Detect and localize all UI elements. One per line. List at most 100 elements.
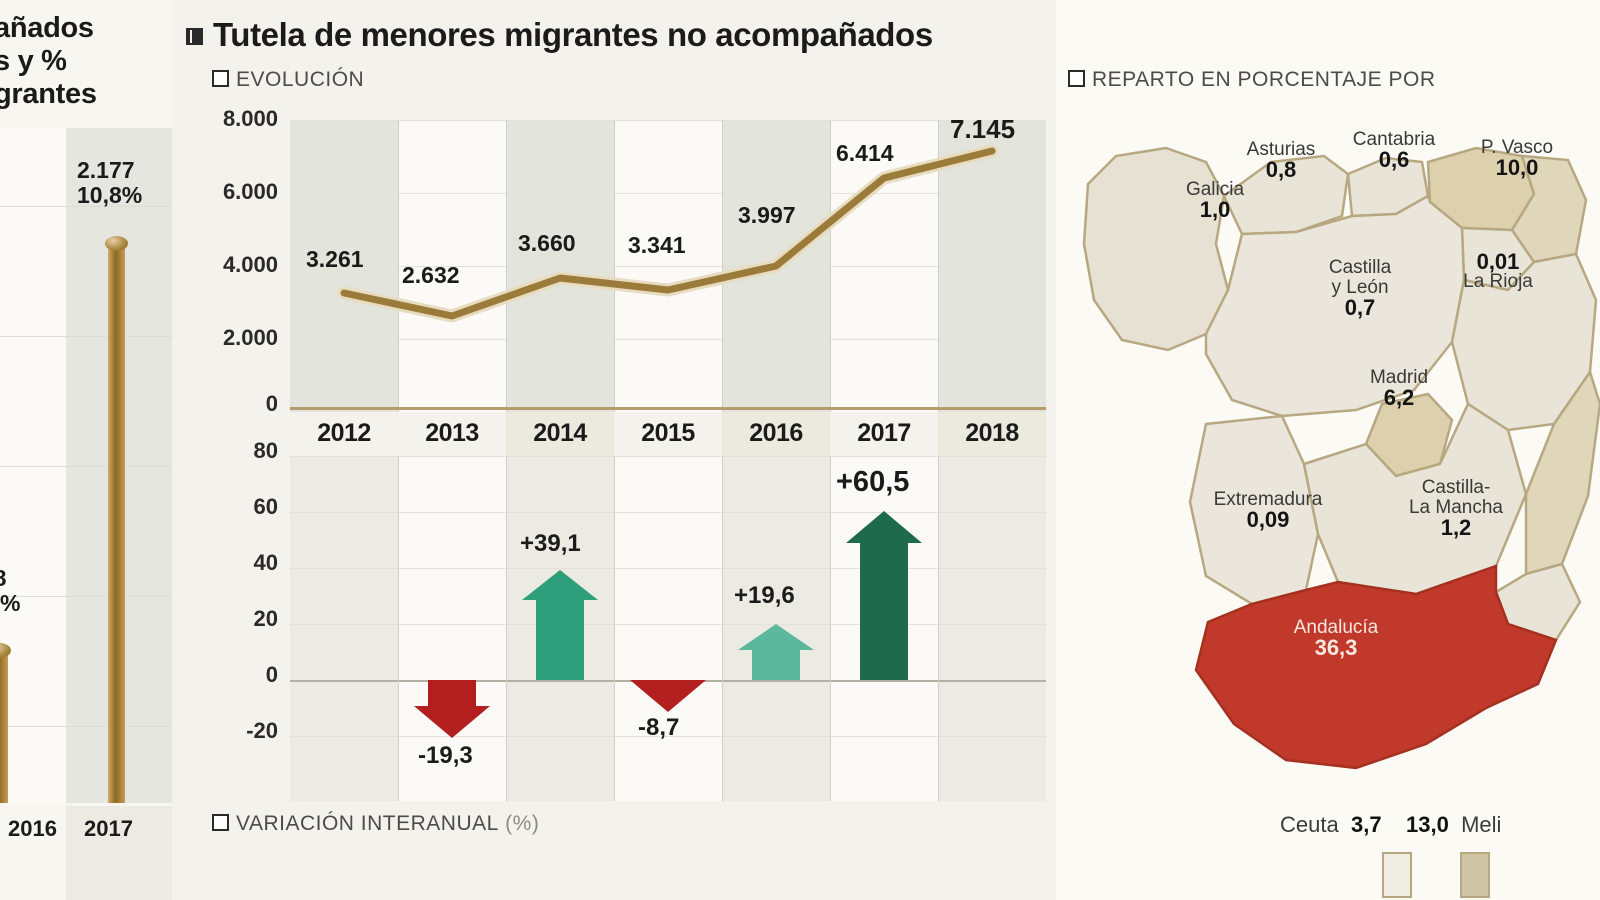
map-label-castilla-la-mancha: Castilla- La Mancha 1,2 xyxy=(1376,477,1536,540)
map-panel: REPARTO EN PORCENTAJE POR xyxy=(1056,0,1600,900)
evolution-ytick-0: 0 xyxy=(265,391,278,416)
year-label-2012: 2012 xyxy=(317,419,371,447)
map-label-la-rioja: 0,01 La Rioja xyxy=(1438,249,1558,292)
evolution-ytick-2000: 2.000 xyxy=(222,325,278,350)
variation-vline xyxy=(938,456,939,801)
variation-vline xyxy=(398,456,399,801)
map-region-name-extremadura: Extremadura xyxy=(1213,489,1323,510)
section-marker-icon xyxy=(212,70,229,87)
evolution-label-2012: 3.261 xyxy=(306,246,364,272)
variation-label-2015: -8,7 xyxy=(638,714,680,741)
evolution-vline xyxy=(722,120,723,412)
variation-gridline-60 xyxy=(290,512,1046,513)
map-region-name-pais-vasco: P. Vasco xyxy=(1480,137,1554,158)
evolution-y-axis: 8.000 6.000 4.000 2.000 0 xyxy=(186,106,286,416)
map-section-header: REPARTO EN PORCENTAJE POR xyxy=(1068,68,1436,92)
variation-ytick-minus20: -20 xyxy=(246,718,278,743)
year-cell-2012: 2012 xyxy=(290,412,398,456)
evolution-gridline-2000 xyxy=(290,339,1046,340)
year-label-2017: 2017 xyxy=(857,419,911,447)
map-region-name-madrid: Madrid xyxy=(1369,367,1429,388)
left-bar-2016 xyxy=(0,650,8,803)
variation-label-2017: +60,5 xyxy=(836,466,910,498)
evolution-baseline xyxy=(290,407,1046,410)
evolution-gridline-8000 xyxy=(290,120,1046,121)
page-title-text: Tutela de menores migrantes no acompañad… xyxy=(213,16,933,53)
main-charts-panel: Tutela de menores migrantes no acompañad… xyxy=(186,0,1056,900)
variation-label-2013: -19,3 xyxy=(418,742,473,769)
year-label-2016: 2016 xyxy=(749,419,803,447)
map-label-asturias: Asturias 0,8 xyxy=(1226,139,1336,182)
map-region-value-la-rioja: 0,01 xyxy=(1476,249,1520,274)
variation-label-2016: +19,6 xyxy=(734,582,795,609)
year-label-2014: 2014 xyxy=(533,419,587,447)
map-label-madrid: Madrid 6,2 xyxy=(1344,367,1454,409)
evolution-vline xyxy=(830,120,831,412)
evolution-ytick-4000: 4.000 xyxy=(222,252,278,277)
legend-ceuta-value: 3,7 xyxy=(1350,812,1382,837)
left-gridline xyxy=(0,726,172,727)
left-title-line-2: s y % xyxy=(0,45,67,77)
variation-chart: -19,3 +39,1 -8,7 +19,6 +60,5 xyxy=(290,456,1046,801)
variation-header-text: VARIACIÓN INTERANUAL xyxy=(236,812,499,835)
left-bar-percent-2016: 5,8% xyxy=(0,590,21,616)
left-axis-years: 2016 2017 xyxy=(0,806,172,900)
left-bar-chart-panel: añados s y % grantes 588 5,8% 2.177 10,8… xyxy=(0,0,172,900)
evolution-vline xyxy=(398,120,399,412)
left-gridline xyxy=(0,466,172,467)
variation-gridline-40 xyxy=(290,568,1046,569)
spain-map xyxy=(1082,146,1600,770)
year-axis: 2012 2013 2014 2015 2016 2017 2018 xyxy=(290,412,1046,456)
evolution-header-text: EVOLUCIÓN xyxy=(236,68,365,91)
region-castilla-la-mancha xyxy=(1302,402,1528,596)
left-chart-title: añados s y % grantes xyxy=(0,12,184,111)
left-gridline xyxy=(0,336,172,337)
year-cell-2016: 2016 xyxy=(722,412,830,456)
left-bar-value-2016: 588 xyxy=(0,566,20,591)
evolution-section-header: EVOLUCIÓN xyxy=(212,68,364,92)
map-region-value-asturias: 0,8 xyxy=(1265,157,1297,182)
year-cell-2014: 2014 xyxy=(506,412,614,456)
left-axis-shade-2017 xyxy=(66,806,172,900)
evolution-line-series xyxy=(337,144,999,323)
evolution-vline xyxy=(938,120,939,412)
legend-swatch-melilla xyxy=(1460,852,1490,898)
evolution-gridline-6000 xyxy=(290,193,1046,194)
map-header-text: REPARTO EN PORCENTAJE POR xyxy=(1092,68,1436,91)
variation-gridline-20 xyxy=(290,624,1046,625)
evolution-label-2016: 3.997 xyxy=(738,202,796,228)
evolution-ytick-8000: 8.000 xyxy=(222,106,278,131)
map-label-castilla-y-leon: Castilla y León 0,7 xyxy=(1300,257,1420,320)
legend-melilla-name: Meli xyxy=(1461,812,1502,837)
variation-vline xyxy=(614,456,615,801)
map-region-value-castilla-y-leon: 0,7 xyxy=(1344,295,1376,320)
left-title-line-3: grantes xyxy=(0,78,97,110)
variation-ytick-40: 40 xyxy=(253,550,278,575)
left-column-2016 xyxy=(0,128,66,803)
variation-arrow-2014 xyxy=(522,570,598,680)
map-region-name-asturias: Asturias xyxy=(1246,139,1316,160)
map-label-andalucia: Andalucía 36,3 xyxy=(1256,617,1416,659)
map-label-cantabria: Cantabria 0,6 xyxy=(1334,129,1454,171)
map-footer-legend: Ceuta 3,7 13,0 Meli xyxy=(1280,812,1501,838)
left-bar-marker-2017 xyxy=(105,236,128,251)
left-plot-area: 588 5,8% 2.177 10,8% xyxy=(0,128,172,803)
variation-y-axis: 80 60 40 20 0 -20 xyxy=(186,438,286,804)
year-label-2015: 2015 xyxy=(641,419,695,447)
variation-arrow-2013 xyxy=(414,680,490,738)
map-region-value-castilla-la-mancha: 1,2 xyxy=(1440,515,1472,540)
left-bar-marker-2016 xyxy=(0,643,11,658)
map-region-name-andalucia: Andalucía xyxy=(1293,617,1379,638)
legend-melilla-value: 13,0 xyxy=(1406,812,1449,837)
section-marker-icon xyxy=(1068,70,1085,87)
map-region-name-cantabria: Cantabria xyxy=(1352,129,1436,150)
map-label-pais-vasco: P. Vasco 10,0 xyxy=(1462,137,1572,179)
legend-swatch-ceuta xyxy=(1382,852,1412,898)
variation-gridline-80 xyxy=(290,456,1046,457)
map-region-name-castilla-y-leon-1: Castilla xyxy=(1328,257,1392,278)
variation-ytick-0: 0 xyxy=(265,662,278,687)
map-region-name-castilla-la-mancha-1: Castilla- xyxy=(1421,477,1491,498)
left-axis-label-2017: 2017 xyxy=(84,816,133,841)
evolution-vline xyxy=(506,120,507,412)
year-cell-2013: 2013 xyxy=(398,412,506,456)
